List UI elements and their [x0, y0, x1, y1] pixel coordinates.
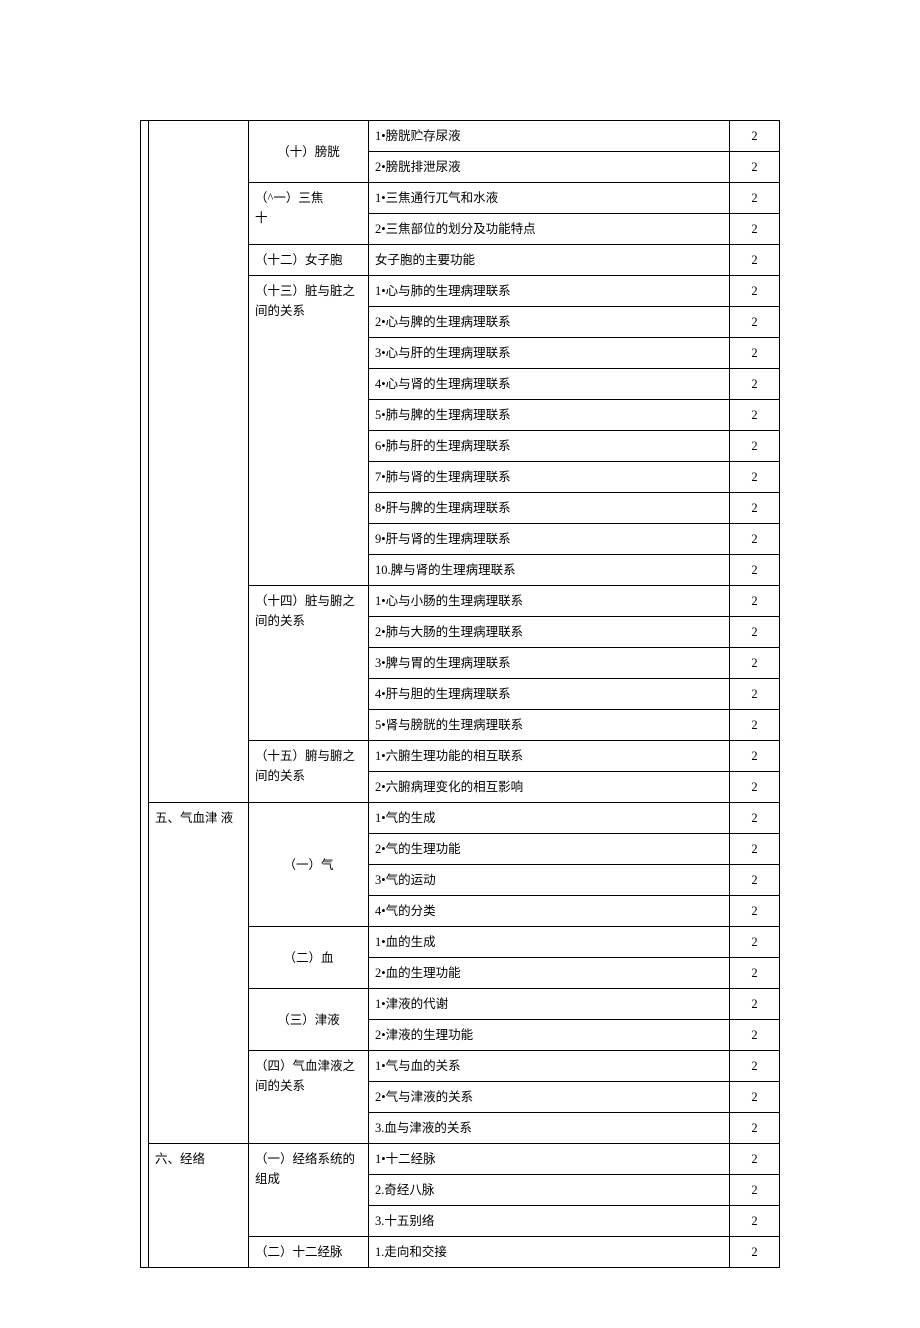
- cell-detail: 2•血的生理功能: [369, 958, 730, 989]
- cell-value: 2: [730, 338, 780, 369]
- cell-subsection: （一）气: [249, 803, 369, 927]
- cell-value: 2: [730, 276, 780, 307]
- cell-value: 2: [730, 1144, 780, 1175]
- cell-section: [149, 121, 249, 803]
- cell-detail: 1.走向和交接: [369, 1237, 730, 1268]
- cell-detail: 1•膀胱贮存尿液: [369, 121, 730, 152]
- cell-value: 2: [730, 1020, 780, 1051]
- cell-detail: 7•肺与肾的生理病理联系: [369, 462, 730, 493]
- cell-detail: 女子胞的主要功能: [369, 245, 730, 276]
- cell-subsection: （一）经络系统的组成: [249, 1144, 369, 1237]
- cell-value: 2: [730, 896, 780, 927]
- cell-detail: 1•津液的代谢: [369, 989, 730, 1020]
- cell-subsection: （十五）腑与腑之间的关系: [249, 741, 369, 803]
- cell-value: 2: [730, 648, 780, 679]
- cell-value: 2: [730, 431, 780, 462]
- cell-subsection: （十四）脏与腑之间的关系: [249, 586, 369, 741]
- cell-detail: 5•肺与脾的生理病理联系: [369, 400, 730, 431]
- cell-subsection: （二）血: [249, 927, 369, 989]
- cell-detail: 1•气的生成: [369, 803, 730, 834]
- cell-detail: 4•心与肾的生理病理联系: [369, 369, 730, 400]
- cell-value: 2: [730, 679, 780, 710]
- cell-value: 2: [730, 493, 780, 524]
- cell-value: 2: [730, 1175, 780, 1206]
- cell-detail: 9•肝与肾的生理病理联系: [369, 524, 730, 555]
- cell-detail: 2•气与津液的关系: [369, 1082, 730, 1113]
- cell-value: 2: [730, 865, 780, 896]
- syllabus-table: （十）膀胱 1•膀胱贮存尿液 2 2•膀胱排泄尿液 2 （^一）三焦 十 1•三…: [140, 120, 780, 1268]
- cell-value: 2: [730, 121, 780, 152]
- cell-detail: 2•六腑病理变化的相互影响: [369, 772, 730, 803]
- cell-detail: 3.血与津液的关系: [369, 1113, 730, 1144]
- cell-value: 2: [730, 1237, 780, 1268]
- table-row: （十）膀胱 1•膀胱贮存尿液 2: [141, 121, 780, 152]
- cell-detail: 1•三焦通行兀气和水液: [369, 183, 730, 214]
- cell-value: 2: [730, 369, 780, 400]
- cell-value: 2: [730, 183, 780, 214]
- cell-detail: 2•三焦部位的划分及功能特点: [369, 214, 730, 245]
- cell-subsection: （^一）三焦 十: [249, 183, 369, 245]
- cell-value: 2: [730, 617, 780, 648]
- cell-value: 2: [730, 586, 780, 617]
- cell-detail: 2•津液的生理功能: [369, 1020, 730, 1051]
- cell-subsection: （三）津液: [249, 989, 369, 1051]
- cell-value: 2: [730, 1051, 780, 1082]
- cell-detail: 1•心与肺的生理病理联系: [369, 276, 730, 307]
- cell-value: 2: [730, 989, 780, 1020]
- cell-value: 2: [730, 152, 780, 183]
- cell-value: 2: [730, 462, 780, 493]
- cell-detail: 10.脾与肾的生理病理联系: [369, 555, 730, 586]
- cell-detail: 3•脾与胃的生理病理联系: [369, 648, 730, 679]
- cell-detail: 3•心与肝的生理病理联系: [369, 338, 730, 369]
- cell-value: 2: [730, 1082, 780, 1113]
- cell-subsection: （四）气血津液之间的关系: [249, 1051, 369, 1144]
- cell-detail: 8•肝与脾的生理病理联系: [369, 493, 730, 524]
- cell-value: 2: [730, 710, 780, 741]
- cell-detail: 1•十二经脉: [369, 1144, 730, 1175]
- cell-value: 2: [730, 524, 780, 555]
- table-row: 六、经络 （一）经络系统的组成 1•十二经脉 2: [141, 1144, 780, 1175]
- cell-detail: 4•肝与胆的生理病理联系: [369, 679, 730, 710]
- cell-section: 五、气血津 液: [149, 803, 249, 1144]
- cell-detail: 3.十五别络: [369, 1206, 730, 1237]
- cell-section: 六、经络: [149, 1144, 249, 1268]
- cell-value: 2: [730, 1206, 780, 1237]
- cell-detail: 2•膀胱排泄尿液: [369, 152, 730, 183]
- cell-detail: 2.奇经八脉: [369, 1175, 730, 1206]
- cell-value: 2: [730, 958, 780, 989]
- cell-value: 2: [730, 741, 780, 772]
- cell-value: 2: [730, 400, 780, 431]
- cell-detail: 1•六腑生理功能的相互联系: [369, 741, 730, 772]
- cell-detail: 2•心与脾的生理病理联系: [369, 307, 730, 338]
- cell-value: 2: [730, 772, 780, 803]
- cell-detail: 1•心与小肠的生理病理联系: [369, 586, 730, 617]
- cell-value: 2: [730, 803, 780, 834]
- cell-detail: 2•肺与大肠的生理病理联系: [369, 617, 730, 648]
- cell-detail: 5•肾与膀胱的生理病理联系: [369, 710, 730, 741]
- cell-subsection: （十二）女子胞: [249, 245, 369, 276]
- cell-detail: 6•肺与肝的生理病理联系: [369, 431, 730, 462]
- cell-detail: 1•血的生成: [369, 927, 730, 958]
- cell-subsection: （十三）脏与脏之间的关系: [249, 276, 369, 586]
- cell-value: 2: [730, 1113, 780, 1144]
- cell-subsection: （十）膀胱: [249, 121, 369, 183]
- cell-colA: [141, 121, 149, 1268]
- cell-detail: 1•气与血的关系: [369, 1051, 730, 1082]
- cell-value: 2: [730, 245, 780, 276]
- cell-detail: 3•气的运动: [369, 865, 730, 896]
- cell-value: 2: [730, 214, 780, 245]
- cell-detail: 4•气的分类: [369, 896, 730, 927]
- cell-value: 2: [730, 834, 780, 865]
- cell-value: 2: [730, 927, 780, 958]
- table-row: 五、气血津 液 （一）气 1•气的生成 2: [141, 803, 780, 834]
- cell-subsection: （二）十二经脉: [249, 1237, 369, 1268]
- cell-detail: 2•气的生理功能: [369, 834, 730, 865]
- cell-value: 2: [730, 307, 780, 338]
- cell-value: 2: [730, 555, 780, 586]
